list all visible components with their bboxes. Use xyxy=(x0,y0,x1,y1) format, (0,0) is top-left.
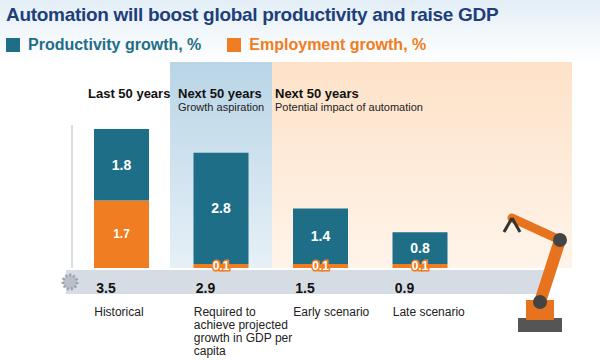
svg-text:1.7: 1.7 xyxy=(113,227,130,241)
svg-text:0.1: 0.1 xyxy=(213,259,230,273)
html-text:Potential impact of automation: Potential impact of automation xyxy=(275,101,423,113)
svg-text:1.8: 1.8 xyxy=(112,157,132,173)
svg-text:3.5: 3.5 xyxy=(96,280,116,296)
svg-text:0.1: 0.1 xyxy=(412,259,429,273)
svg-text:0.1: 0.1 xyxy=(312,259,329,273)
svg-text:0.9: 0.9 xyxy=(395,280,415,296)
html-text:Next 50 years: Next 50 years xyxy=(178,86,262,101)
svg-text:achieve projected: achieve projected xyxy=(194,318,288,332)
svg-text:1.5: 1.5 xyxy=(295,280,315,296)
html-text:Productivity growth, %: Productivity growth, % xyxy=(28,36,202,53)
svg-text:Early scenario: Early scenario xyxy=(293,305,369,319)
html-text:Automation will boost global p: Automation will boost global productivit… xyxy=(6,4,499,25)
svg-text:2.8: 2.8 xyxy=(211,200,231,216)
svg-text:Required to: Required to xyxy=(194,305,256,319)
svg-text:Late scenario: Late scenario xyxy=(393,305,465,319)
svg-text:1.4: 1.4 xyxy=(311,228,331,244)
svg-text:growth in GDP per: growth in GDP per xyxy=(194,331,293,345)
svg-text:capita: capita xyxy=(194,344,226,358)
svg-text:2.9: 2.9 xyxy=(196,280,216,296)
html-text:Next 50 years: Next 50 years xyxy=(275,86,359,101)
html-text:Employment growth, %: Employment growth, % xyxy=(249,36,427,53)
svg-text:0.8: 0.8 xyxy=(410,240,430,256)
html-text:Last 50 years: Last 50 years xyxy=(88,86,171,101)
html-text:Growth aspiration: Growth aspiration xyxy=(178,101,265,113)
svg-text:Historical: Historical xyxy=(94,305,143,319)
